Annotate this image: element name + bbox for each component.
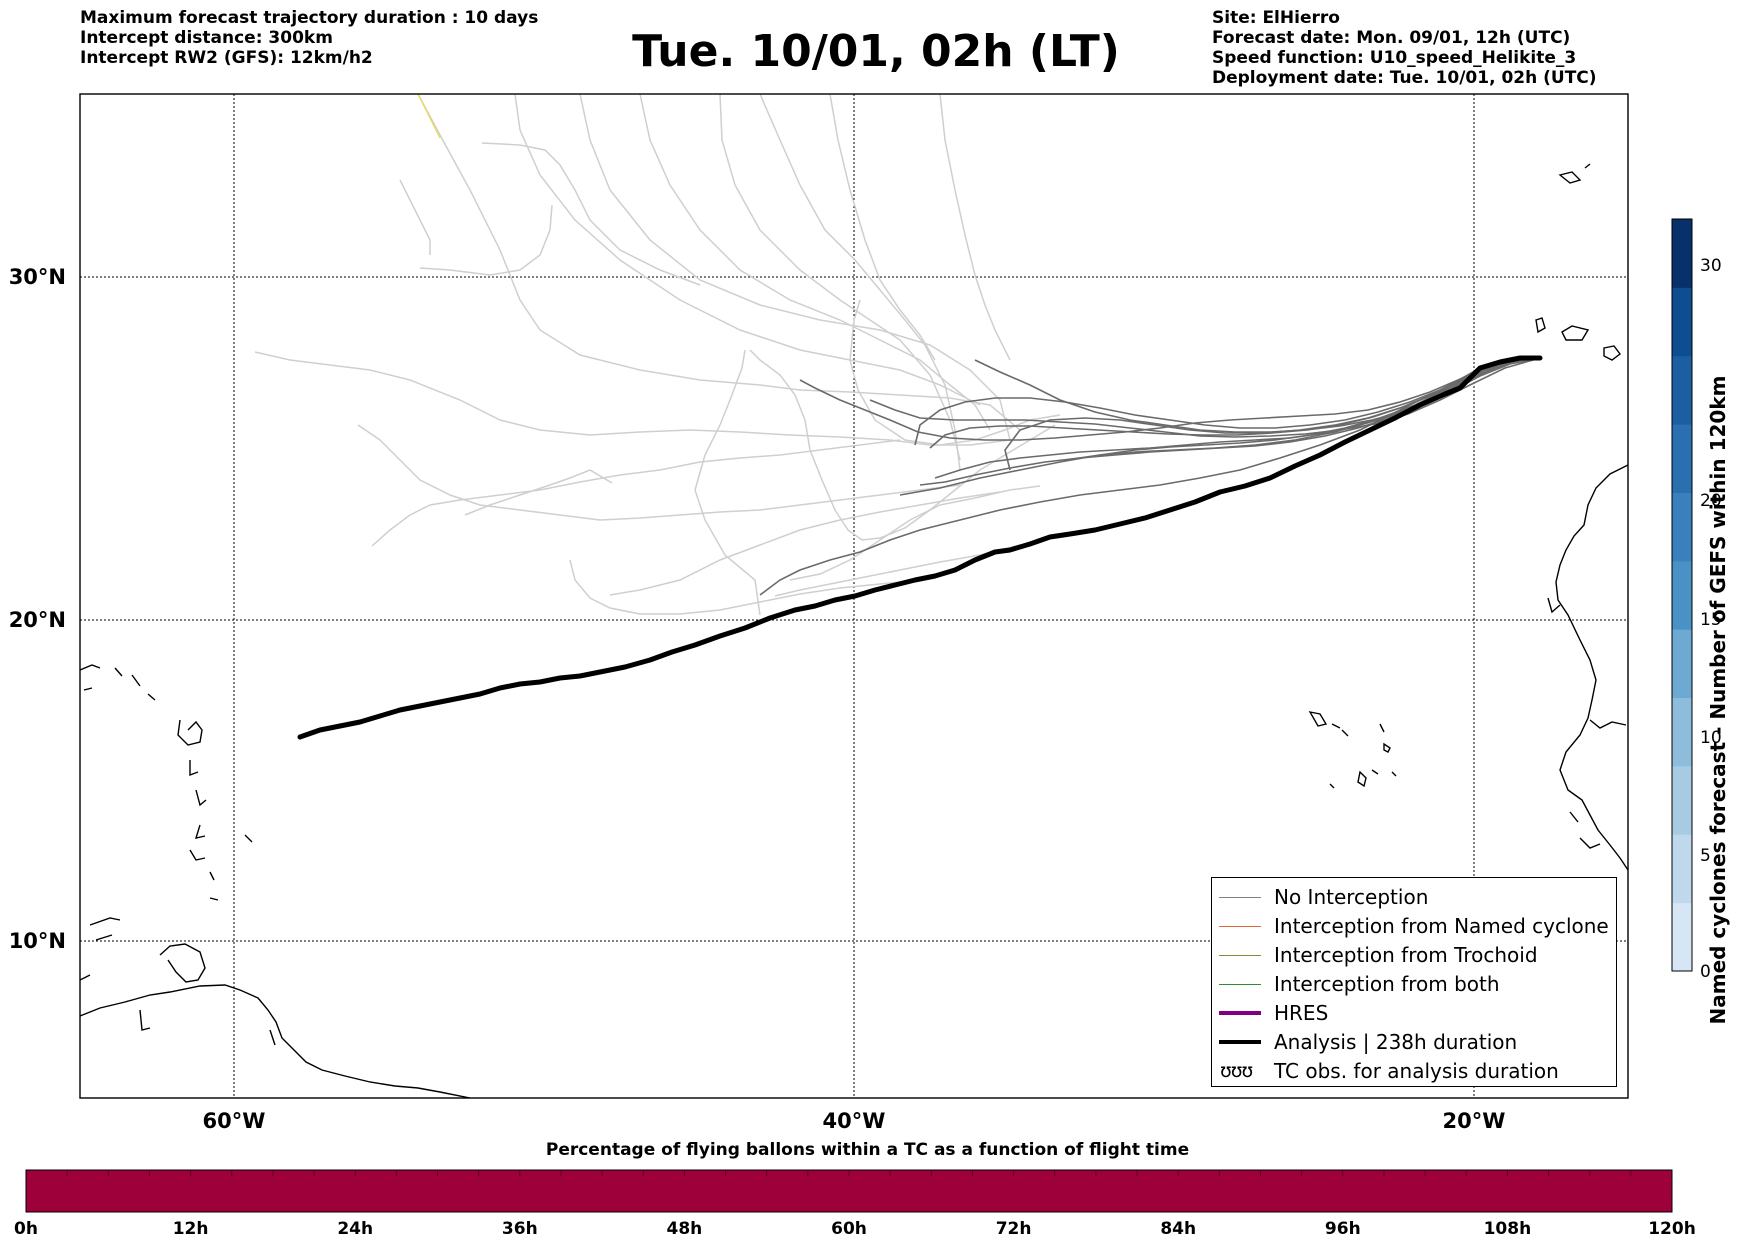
legend-swatch: [1219, 1040, 1261, 1044]
colorbar-segment: [1672, 629, 1692, 699]
colorbar-tick-20: 20: [1700, 491, 1722, 511]
flight-time-minor-ticks: [66, 1170, 1632, 1176]
colorbar-segment: [1672, 697, 1692, 767]
header-site: Site: ElHierro: [1212, 8, 1340, 28]
colorbar-ticks: 0 5 10 15 20 30: [1700, 256, 1722, 982]
legend-swatch: [1219, 984, 1261, 985]
colorbar-segment: [1672, 902, 1692, 972]
colorbar-label: Named cyclones forecast - Number of GEFS…: [1706, 375, 1730, 1025]
colorbar-segment: [1672, 765, 1692, 835]
colorbar-segment: [1672, 834, 1692, 904]
coastline-caribbean-islands: [80, 664, 215, 981]
flight-time-tick: 60h: [831, 1219, 867, 1239]
legend-label: Analysis | 238h duration: [1274, 1030, 1518, 1054]
legend-label: Interception from Named cyclone: [1274, 914, 1609, 938]
coastline-south-america: [80, 984, 471, 1098]
header-intercept-distance: Intercept distance: 300km: [80, 28, 333, 48]
lon-label-40w: 40°W: [823, 1109, 886, 1133]
coastline-africa: [1555, 464, 1628, 871]
colorbar-tick-15: 15: [1700, 610, 1722, 630]
flight-time-tick: 12h: [173, 1219, 209, 1239]
lat-label-20n: 20°N: [9, 608, 66, 632]
coastline-cape-verde: [1308, 711, 1397, 789]
colorbar-segment: [1672, 424, 1692, 493]
map-axis-labels: 60°W 40°W 20°W 30°N 20°N 10°N: [9, 265, 1506, 1133]
legend-swatch: [1219, 1011, 1261, 1015]
legend-label: HRES: [1274, 1001, 1329, 1025]
colorbar-tick-30: 30: [1700, 256, 1722, 276]
colorbar-segment: [1672, 492, 1692, 562]
map-frame: [79, 93, 1629, 1099]
tc-obs-icon: ʊʊʊ: [1220, 1060, 1253, 1082]
colorbar: 0 5 10 15 20 30: [1671, 218, 1722, 982]
colorbar-segments: [1672, 219, 1692, 972]
flight-time-bar: 0h 12h 24h 36h 48h 60h 72h 84h 96h 108h …: [14, 1169, 1696, 1239]
flight-time-tick: 84h: [1160, 1219, 1196, 1239]
legend-label: TC obs. for analysis duration: [1274, 1059, 1559, 1083]
legend-swatch: [1219, 897, 1261, 898]
header-speed-function: Speed function: U10_speed_Helikite_3: [1212, 48, 1577, 68]
flight-time-bar-title: Percentage of flying ballons within a TC…: [545, 1140, 1190, 1160]
coastline-madeira: [1558, 163, 1591, 184]
trajectory-ensemble-light: [254, 94, 1061, 616]
flight-time-tick: 108h: [1484, 1219, 1532, 1239]
header-deployment-date: Deployment date: Tue. 10/01, 02h (UTC): [1212, 68, 1597, 88]
colorbar-segment: [1672, 355, 1692, 425]
header-info-left: Maximum forecast trajectory duration : 1…: [80, 8, 538, 68]
trajectory-ensemble-dark: [759, 357, 1541, 596]
flight-time-bar-fill: [25, 1169, 1673, 1213]
trajectory-yellow-segment: [417, 94, 441, 139]
header-info-right: Site: ElHierro Forecast date: Mon. 09/01…: [1212, 8, 1597, 88]
colorbar-segment: [1672, 219, 1692, 288]
coastline-venezuela-gulf: [159, 943, 206, 983]
flight-time-ticks: 0h 12h 24h 36h 48h 60h 72h 84h 96h 108h …: [14, 1219, 1696, 1239]
legend-label: Interception from both: [1274, 972, 1500, 996]
legend-label: No Interception: [1274, 885, 1429, 909]
flight-time-tick: 48h: [667, 1219, 703, 1239]
colorbar-segment: [1672, 560, 1692, 630]
colorbar-segment: [1672, 287, 1692, 357]
header-intercept-rw2: Intercept RW2 (GFS): 12km/h2: [80, 48, 373, 68]
legend-swatch: [1219, 926, 1261, 927]
colorbar-tick-0: 0: [1700, 962, 1711, 982]
coastline-africa-detail: [1547, 597, 1627, 849]
analysis-trajectory: [297, 355, 1543, 740]
lon-label-60w: 60°W: [203, 1109, 266, 1133]
lat-label-10n: 10°N: [9, 929, 66, 953]
colorbar-tick-10: 10: [1700, 728, 1722, 748]
legend-swatch: [1219, 955, 1261, 956]
flight-time-tick: 72h: [996, 1219, 1032, 1239]
flight-time-tick: 120h: [1648, 1219, 1696, 1239]
legend-label: Interception from Trochoid: [1274, 943, 1538, 967]
coastlines: [80, 163, 1628, 1098]
header-duration: Maximum forecast trajectory duration : 1…: [80, 8, 539, 28]
lon-label-20w: 20°W: [1443, 1109, 1506, 1133]
flight-time-tick: 36h: [502, 1219, 538, 1239]
flight-time-tick: 24h: [337, 1219, 373, 1239]
flight-time-tick: 96h: [1325, 1219, 1361, 1239]
lat-label-30n: 30°N: [9, 265, 66, 289]
coastline-canary-islands: [1535, 317, 1621, 361]
colorbar-frame: [1671, 218, 1693, 972]
legend: No Interception Interception from Named …: [1211, 877, 1617, 1087]
page-title: Tue. 10/01, 02h (LT): [632, 26, 1120, 77]
flight-time-tick: 0h: [14, 1219, 38, 1239]
header-forecast-date: Forecast date: Mon. 09/01, 12h (UTC): [1212, 28, 1571, 48]
coastline-small-islands: [139, 834, 276, 1046]
colorbar-tick-5: 5: [1700, 846, 1711, 866]
